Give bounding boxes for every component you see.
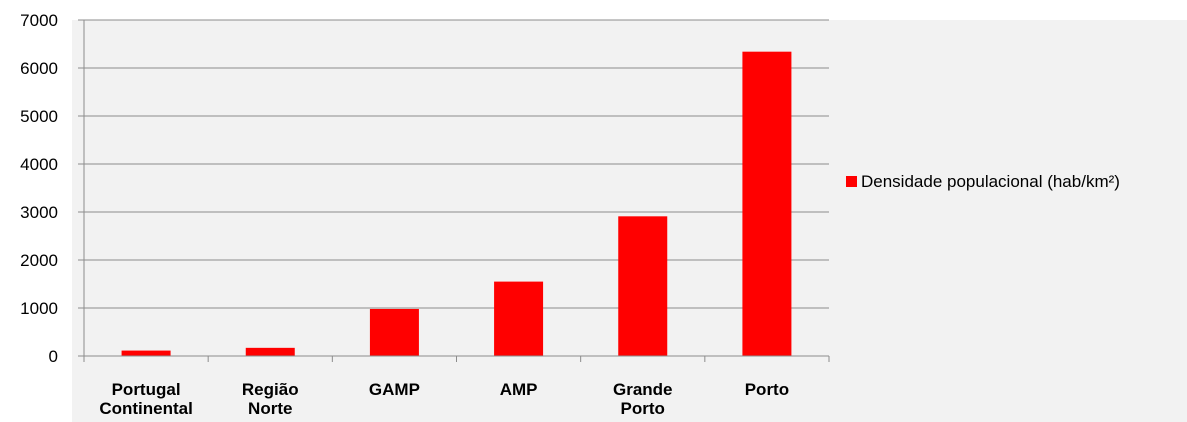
bars <box>121 51 792 357</box>
y-tick-label: 1000 <box>20 299 58 318</box>
x-category-label-line: AMP <box>500 380 538 399</box>
x-category-label-line: Grande <box>613 380 673 399</box>
bar <box>121 350 171 356</box>
y-tick-label: 0 <box>49 347 58 366</box>
x-category-label-line: Porto <box>621 399 665 418</box>
y-tick-label: 3000 <box>20 203 58 222</box>
legend-swatch <box>846 176 857 187</box>
x-category-label-line: GAMP <box>369 380 420 399</box>
bar <box>742 51 792 357</box>
x-category-label: AMP <box>500 380 538 399</box>
x-category-label: GAMP <box>369 380 420 399</box>
x-axis-category-labels: Portugal Continental Região Norte GAMP AMP Gra… <box>99 380 789 418</box>
y-tick-label: 6000 <box>20 59 58 78</box>
bar <box>245 347 295 356</box>
x-category-label-line: Região <box>242 380 299 399</box>
chart-area-background <box>0 20 1187 422</box>
x-category-label: Portugal Continental <box>99 380 193 418</box>
y-tick-label: 7000 <box>20 11 58 30</box>
x-category-label-line: Continental <box>99 399 193 418</box>
y-tick-label: 4000 <box>20 155 58 174</box>
bar <box>618 216 668 356</box>
x-category-label: Região Norte <box>242 380 299 418</box>
x-category-label: Grande Porto <box>613 380 673 418</box>
right-white-band <box>829 0 1187 20</box>
x-category-label-line: Norte <box>248 399 292 418</box>
gridlines <box>78 19 829 357</box>
x-category-label: Porto <box>745 380 789 399</box>
legend: Densidade populacional (hab/km²) <box>846 172 1120 191</box>
axes <box>83 20 830 362</box>
bar <box>494 281 544 356</box>
legend-label: Densidade populacional (hab/km²) <box>861 172 1120 191</box>
y-tick-label: 2000 <box>20 251 58 270</box>
x-category-label-line: Porto <box>745 380 789 399</box>
left-white-band <box>0 20 72 422</box>
y-axis-tick-labels: 0 1000 2000 3000 4000 5000 6000 7000 <box>20 11 58 366</box>
x-category-label-line: Portugal <box>112 380 181 399</box>
y-tick-label: 5000 <box>20 107 58 126</box>
bar <box>369 308 419 356</box>
